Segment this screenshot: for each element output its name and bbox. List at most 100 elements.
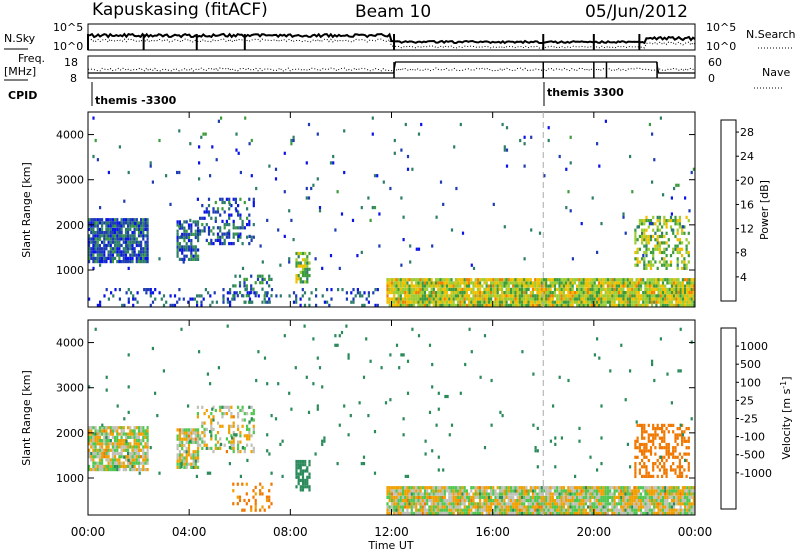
data-cell [661,291,665,295]
data-cell [690,284,693,288]
data-cell [606,511,609,515]
nsearch-tick-top: 10^5 [706,21,736,34]
data-cell [114,442,117,446]
data-cell [617,281,621,285]
data-cell [142,464,145,468]
data-cell [390,291,393,295]
data-cell [241,446,245,450]
data-cell [600,294,603,298]
data-cell [305,375,308,379]
data-cell [398,366,401,370]
freq-line [88,61,695,74]
data-cell [679,303,682,307]
data-cell [137,243,141,248]
data-cell [452,499,455,503]
data-cell [669,219,673,223]
data-cell [520,303,524,307]
data-cell [246,235,249,239]
data-cell [408,489,411,493]
data-cell [604,502,607,506]
data-cell [185,440,188,444]
data-cell [96,442,99,446]
data-cell [241,266,245,270]
data-cell [591,508,594,512]
data-cell [615,294,618,298]
data-cell [417,278,420,282]
data-cell [598,297,601,301]
data-cell [668,297,671,301]
data-cell [509,300,513,304]
data-cell [569,209,572,213]
data-cell [667,455,670,459]
data-cell [582,287,585,291]
data-cell [428,284,431,288]
data-cell [303,324,306,328]
data-cell [628,502,632,506]
data-cell [101,439,104,443]
data-cell [685,250,688,255]
data-cell [663,257,666,261]
data-cell [419,508,422,512]
data-cell [459,284,462,288]
data-cell [223,242,226,246]
data-cell [565,297,568,301]
data-cell [410,508,413,512]
data-cell [578,486,581,490]
data-cell [390,489,393,493]
data-cell [178,443,181,448]
data-cell [578,502,581,506]
data-cell [578,499,581,503]
data-cell [306,255,309,259]
data-cell [129,240,132,244]
data-cell [254,505,257,509]
data-cell [624,303,627,307]
data-cell [417,281,420,285]
data-cell [197,437,200,441]
data-cell [430,499,433,503]
data-cell [639,281,643,285]
data-cell [116,432,119,436]
data-cell [492,486,495,490]
data-cell [628,297,632,301]
data-cell [234,197,237,201]
data-cell [212,232,215,236]
data-cell [679,294,682,298]
data-cell [624,486,627,490]
data-cell [676,427,679,431]
data-cell [635,300,638,304]
data-cell [212,210,215,214]
data-cell [634,263,637,267]
data-cell [178,170,181,175]
data-cell [452,281,455,285]
data-cell [567,278,570,282]
data-cell [652,215,655,219]
data-cell [96,439,99,443]
data-cell [472,502,475,506]
data-cell [237,440,240,444]
data-cell [678,465,681,469]
data-cell [127,445,130,449]
data-cell [626,502,629,506]
data-cell [146,253,149,257]
data-cell [114,439,117,443]
data-cell [589,278,592,282]
data-cell [437,391,440,395]
data-cell [576,492,579,496]
data-cell [461,294,464,298]
x-tick-label: 16:00 [475,525,510,539]
data-cell [474,278,477,282]
data-cell [107,455,110,459]
data-cell [299,488,302,492]
data-cell [88,218,91,222]
data-cell [604,508,607,512]
data-cell [443,502,446,506]
data-cell [201,223,204,227]
data-cell [674,455,677,459]
data-cell [580,294,583,298]
data-cell [404,499,407,503]
data-cell [678,433,681,437]
data-cell [470,350,473,354]
data-cell [545,278,548,282]
data-cell [137,445,141,449]
data-cell [569,505,572,509]
